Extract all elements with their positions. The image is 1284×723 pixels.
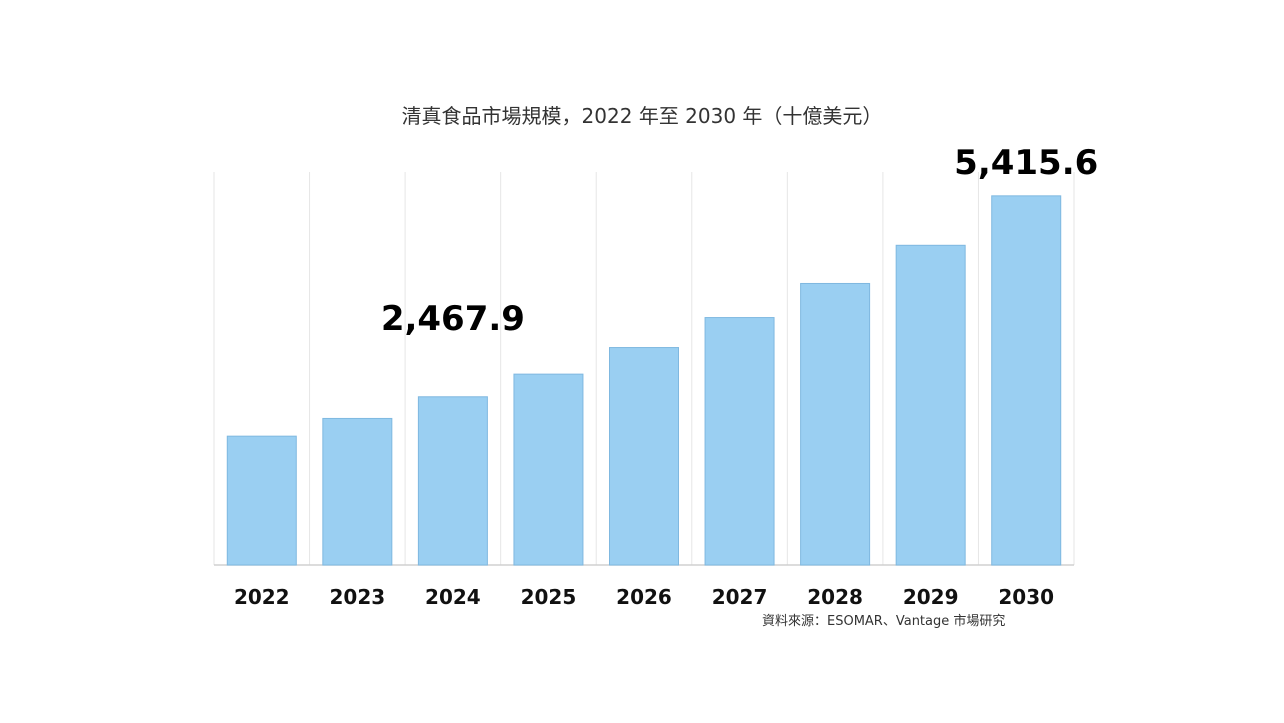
bar-2023 <box>322 417 393 566</box>
bar-2029 <box>895 244 966 566</box>
x-tick-label: 2029 <box>903 585 959 609</box>
chart-title: 清真食品市場規模，2022 年至 2030 年（十億美元） <box>401 104 883 128</box>
bar-2025 <box>513 373 584 566</box>
data-label: 2,467.9 <box>381 299 525 339</box>
x-tick-label: 2028 <box>807 585 863 609</box>
bar-2022 <box>226 435 297 566</box>
x-tick-label: 2030 <box>998 585 1054 609</box>
bar-2027 <box>704 317 775 566</box>
bar-2028 <box>800 282 871 566</box>
x-tick-label: 2024 <box>425 585 481 609</box>
x-tick-label: 2027 <box>712 585 768 609</box>
x-tick-label: 2026 <box>616 585 672 609</box>
x-tick-label: 2025 <box>521 585 577 609</box>
bar-2026 <box>609 347 679 566</box>
data-label: 5,415.6 <box>954 143 1098 183</box>
bar-2024 <box>417 396 488 566</box>
source-note: 資料來源：ESOMAR、Vantage 市場研究 <box>762 614 1006 629</box>
bar-2030 <box>991 195 1062 566</box>
x-tick-label: 2022 <box>234 585 290 609</box>
x-tick-label: 2023 <box>329 585 385 609</box>
